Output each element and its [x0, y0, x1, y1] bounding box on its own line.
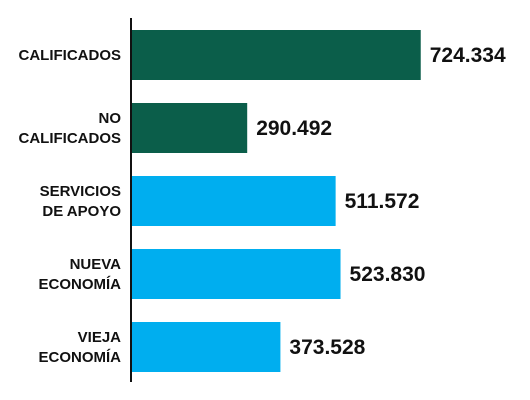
bar-4: [131, 322, 281, 372]
bar-2: [131, 176, 336, 226]
bars-layer: [131, 30, 421, 372]
category-label-4: VIEJA ECONOMÍA: [39, 329, 122, 366]
category-label-1: NO CALIFICADOS: [19, 110, 122, 147]
bar-3: [131, 249, 341, 299]
value-label-1: 290.492: [256, 117, 332, 140]
labels-layer: CALIFICADOS 724.334 NO CALIFICADOS 290.492 SE…: [19, 44, 506, 366]
category-label-2: SERVICIOS DE APOYO: [40, 183, 122, 220]
bar-1: [131, 103, 248, 153]
category-label-0: CALIFICADOS: [19, 47, 122, 64]
value-label-4: 373.528: [289, 336, 365, 359]
value-label-3: 523.830: [350, 263, 426, 286]
bar-0: [131, 30, 421, 80]
category-label-3: NUEVA ECONOMÍA: [39, 256, 122, 293]
value-label-0: 724.334: [430, 44, 506, 67]
value-label-2: 511.572: [345, 190, 420, 213]
